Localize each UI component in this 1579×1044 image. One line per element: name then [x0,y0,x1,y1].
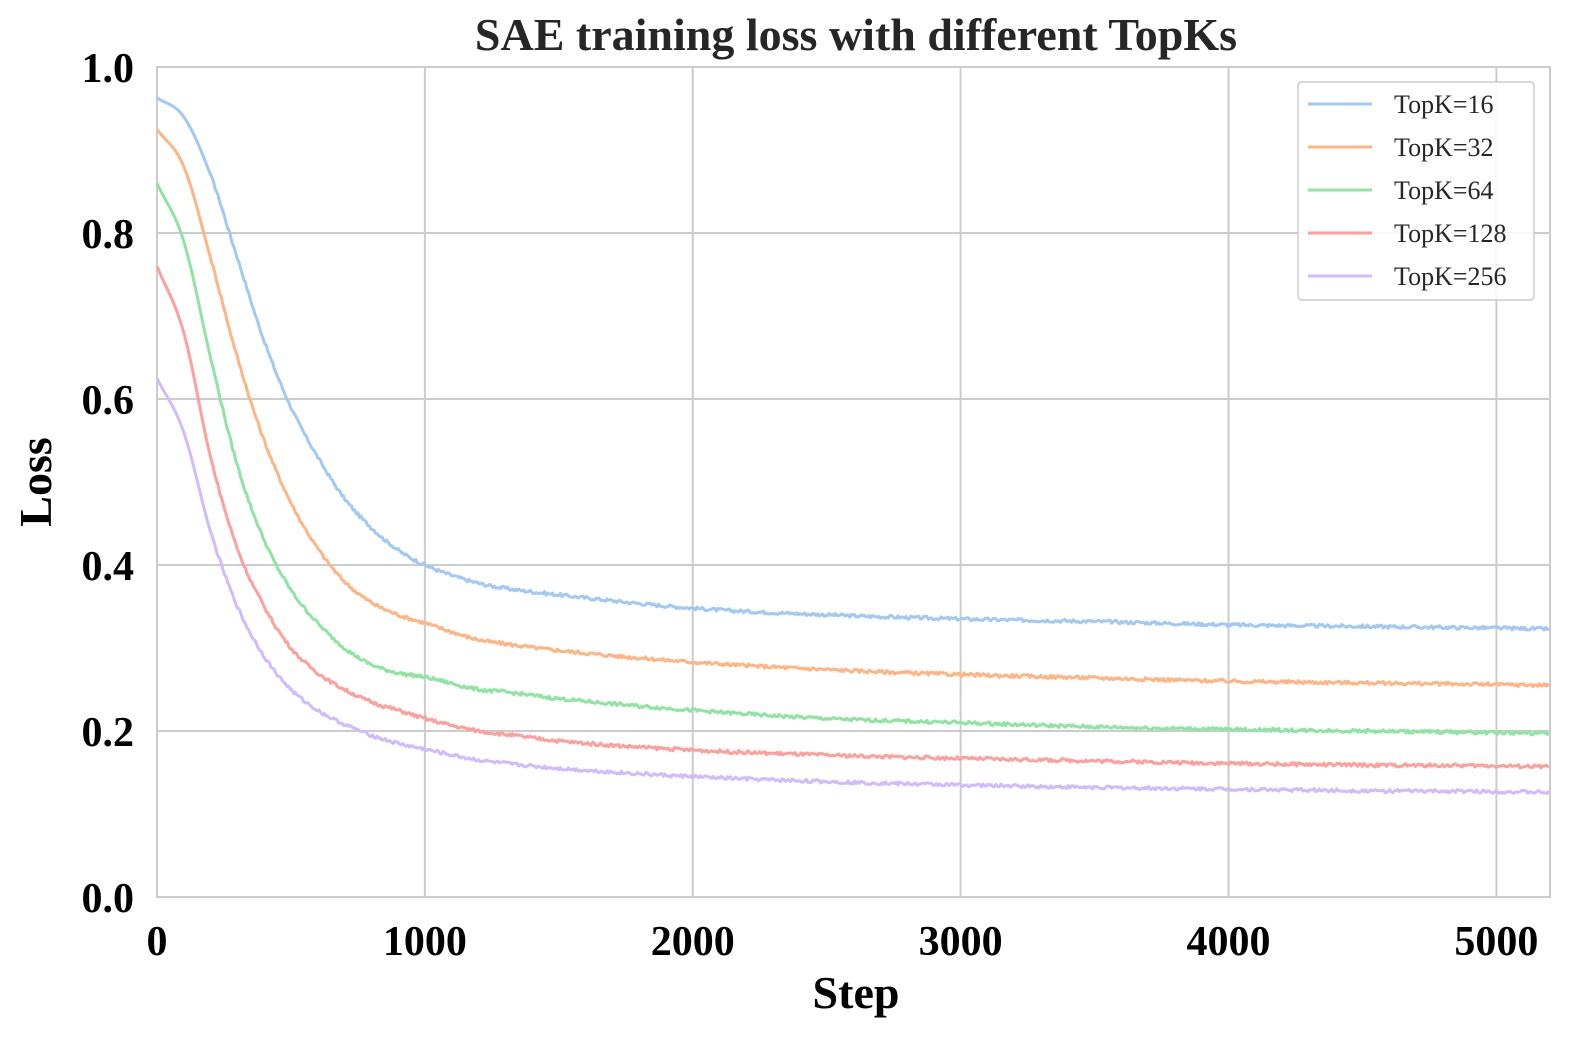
x-axis: 0 1000 2000 3000 4000 5000 [147,919,1539,965]
y-tick-label: 0.8 [82,212,135,258]
series-line [155,182,1551,737]
x-tick-label: 0 [147,919,168,965]
series-line [155,128,1551,689]
y-tick-label: 0.4 [82,544,135,590]
series-line [156,96,1550,632]
legend-label: TopK=256 [1394,262,1507,291]
x-tick-label: 4000 [1187,919,1271,965]
y-tick-label: 0.2 [82,710,135,756]
x-tick-label: 2000 [651,919,735,965]
series-line [155,377,1551,796]
x-tick-label: 5000 [1454,919,1538,965]
y-axis: 0.0 0.2 0.4 0.6 0.8 1.0 [82,46,135,922]
legend-label: TopK=32 [1394,133,1494,162]
plot-frame [156,66,1551,898]
legend-box [1297,81,1535,301]
x-axis-label: Step [813,967,900,1018]
series-lines [155,96,1551,796]
legend-label: TopK=128 [1394,219,1507,248]
y-tick-label: 0.0 [82,876,135,922]
y-tick-label: 1.0 [82,46,135,92]
legend: TopK=16 TopK=32 TopK=64 TopK=128 TopK=256 [1297,81,1535,301]
y-axis-label: Loss [10,437,61,526]
chart-title: SAE training loss with different TopKs [475,9,1237,60]
y-tick-label: 0.6 [82,378,135,424]
x-tick-label: 1000 [383,919,467,965]
series-line [155,265,1550,770]
legend-label: TopK=16 [1394,90,1494,119]
x-tick-label: 3000 [919,919,1003,965]
legend-label: TopK=64 [1394,176,1494,205]
